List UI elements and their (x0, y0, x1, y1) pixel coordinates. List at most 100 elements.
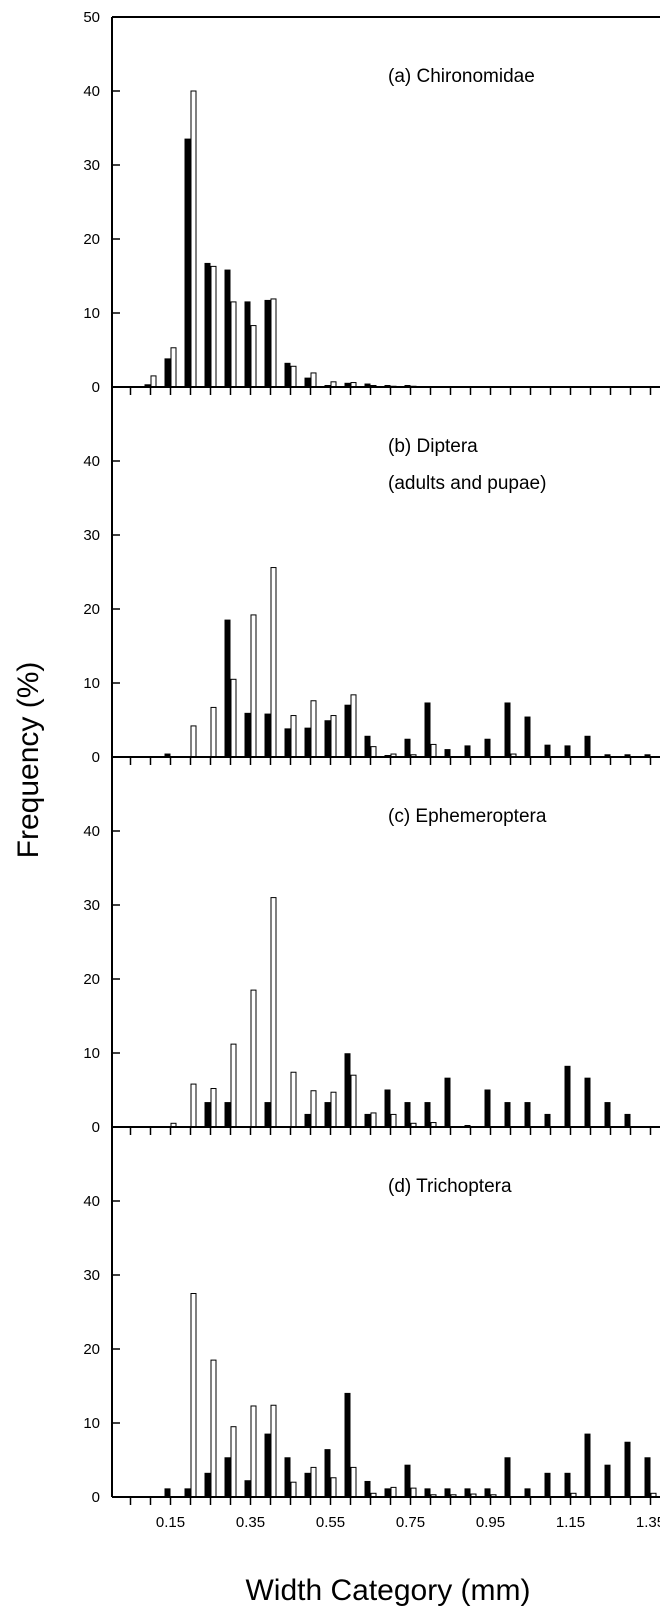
bar-filled (204, 262, 211, 388)
bar-open (310, 372, 317, 388)
bar-open (290, 1071, 297, 1128)
bar-filled (244, 712, 251, 758)
bar-filled (244, 1480, 251, 1498)
bar-open (250, 325, 257, 388)
bar-filled (304, 1113, 311, 1128)
bar-filled (584, 1433, 591, 1498)
y-tick-label: 20 (83, 1341, 100, 1358)
x-tick-label: 1.35 (636, 1514, 660, 1531)
y-tick-label: 40 (83, 83, 100, 100)
y-tick-label: 30 (83, 157, 100, 174)
y-tick-label: 20 (83, 231, 100, 248)
bar-open (310, 1090, 317, 1128)
y-tick-label: 0 (92, 749, 100, 766)
x-axis-title: Width Category (mm) (245, 1574, 530, 1607)
bar-open (210, 1359, 217, 1498)
bar-open (270, 567, 277, 758)
x-tick-label: 1.15 (556, 1514, 585, 1531)
panel-title: (d) Trichoptera (388, 1176, 512, 1197)
y-axis-title: Frequency (%) (12, 662, 45, 859)
x-tick-label: 0.15 (156, 1514, 185, 1531)
bar-open (350, 694, 357, 758)
x-tick-label: 0.75 (396, 1514, 425, 1531)
bar-open (250, 989, 257, 1128)
x-tick-label: 0.35 (236, 1514, 265, 1531)
bar-open (170, 347, 177, 388)
panel-title: (a) Chironomidae (388, 66, 535, 87)
bar-filled (224, 1457, 231, 1498)
panel-c: 0 10 20 30 40 (c) Ephemeroptera (83, 757, 660, 1136)
bar-filled (504, 1457, 511, 1498)
bar-filled (304, 727, 311, 758)
bar-filled (484, 738, 491, 758)
bar-open (190, 1083, 197, 1128)
bar-filled (204, 1472, 211, 1498)
bar-filled (584, 1077, 591, 1128)
bar-filled (424, 1488, 431, 1498)
bar-filled (344, 1053, 351, 1128)
bar-open (290, 715, 297, 758)
bar-filled (404, 1464, 411, 1498)
y-tick-label: 40 (83, 823, 100, 840)
y-tick-label: 20 (83, 971, 100, 988)
bar-filled (364, 1113, 371, 1128)
bar-open (330, 1477, 337, 1498)
bar-open (230, 301, 237, 388)
bar-filled (264, 299, 271, 388)
y-tick-label: 50 (83, 9, 100, 26)
bar-open (310, 1466, 317, 1498)
bar-filled (304, 1472, 311, 1498)
bar-filled (184, 138, 191, 388)
bar-open (190, 90, 197, 388)
bar-filled (404, 1102, 411, 1128)
bar-filled (164, 1488, 171, 1498)
bar-open (290, 1481, 297, 1498)
bar-filled (284, 1457, 291, 1498)
bar-filled (604, 1102, 611, 1128)
bar-filled (524, 716, 531, 758)
y-tick-label: 20 (83, 601, 100, 618)
panels: 0 10 20 30 40 50 (a) Chironomidae 0 10 20 30 40 (b) … (83, 9, 660, 1531)
panel-d: 0 10 20 30 40 (d) Trichoptera (83, 1127, 660, 1506)
bar-filled (444, 1077, 451, 1128)
bar-filled (344, 1392, 351, 1498)
bar-filled (284, 362, 291, 388)
bar-open (230, 1043, 237, 1128)
bar-open (390, 1486, 397, 1498)
bar-filled (304, 377, 311, 388)
bar-filled (364, 1480, 371, 1498)
bar-open (230, 678, 237, 758)
bar-open (310, 700, 317, 758)
bar-open (210, 265, 217, 388)
bar-filled (204, 1102, 211, 1128)
bar-open (230, 1426, 237, 1498)
bar-open (430, 743, 437, 758)
bar-filled (224, 1102, 231, 1128)
y-tick-label: 10 (83, 1415, 100, 1432)
y-tick-label: 30 (83, 527, 100, 544)
bar-filled (264, 1433, 271, 1498)
bar-filled (464, 745, 471, 758)
bar-open (270, 897, 277, 1128)
bar-filled (604, 1464, 611, 1498)
panel-b: 0 10 20 30 40 (b) Diptera (adults and pupae) (83, 387, 660, 766)
bar-filled (344, 704, 351, 758)
x-tick-label: 0.55 (316, 1514, 345, 1531)
bar-filled (584, 735, 591, 758)
x-tick-label: 0.95 (476, 1514, 505, 1531)
bar-filled (524, 1488, 531, 1498)
bar-filled (544, 1472, 551, 1498)
bar-open (250, 614, 257, 758)
bar-filled (164, 358, 171, 388)
bar-filled (544, 1113, 551, 1128)
bar-filled (644, 1457, 651, 1498)
bar-filled (264, 1102, 271, 1128)
bar-filled (464, 1488, 471, 1498)
y-tick-label: 30 (83, 897, 100, 914)
bar-filled (324, 1449, 331, 1498)
y-tick-label: 0 (92, 379, 100, 396)
bar-filled (324, 720, 331, 758)
panel-title: (adults and pupae) (388, 473, 546, 494)
bar-filled (384, 1089, 391, 1128)
